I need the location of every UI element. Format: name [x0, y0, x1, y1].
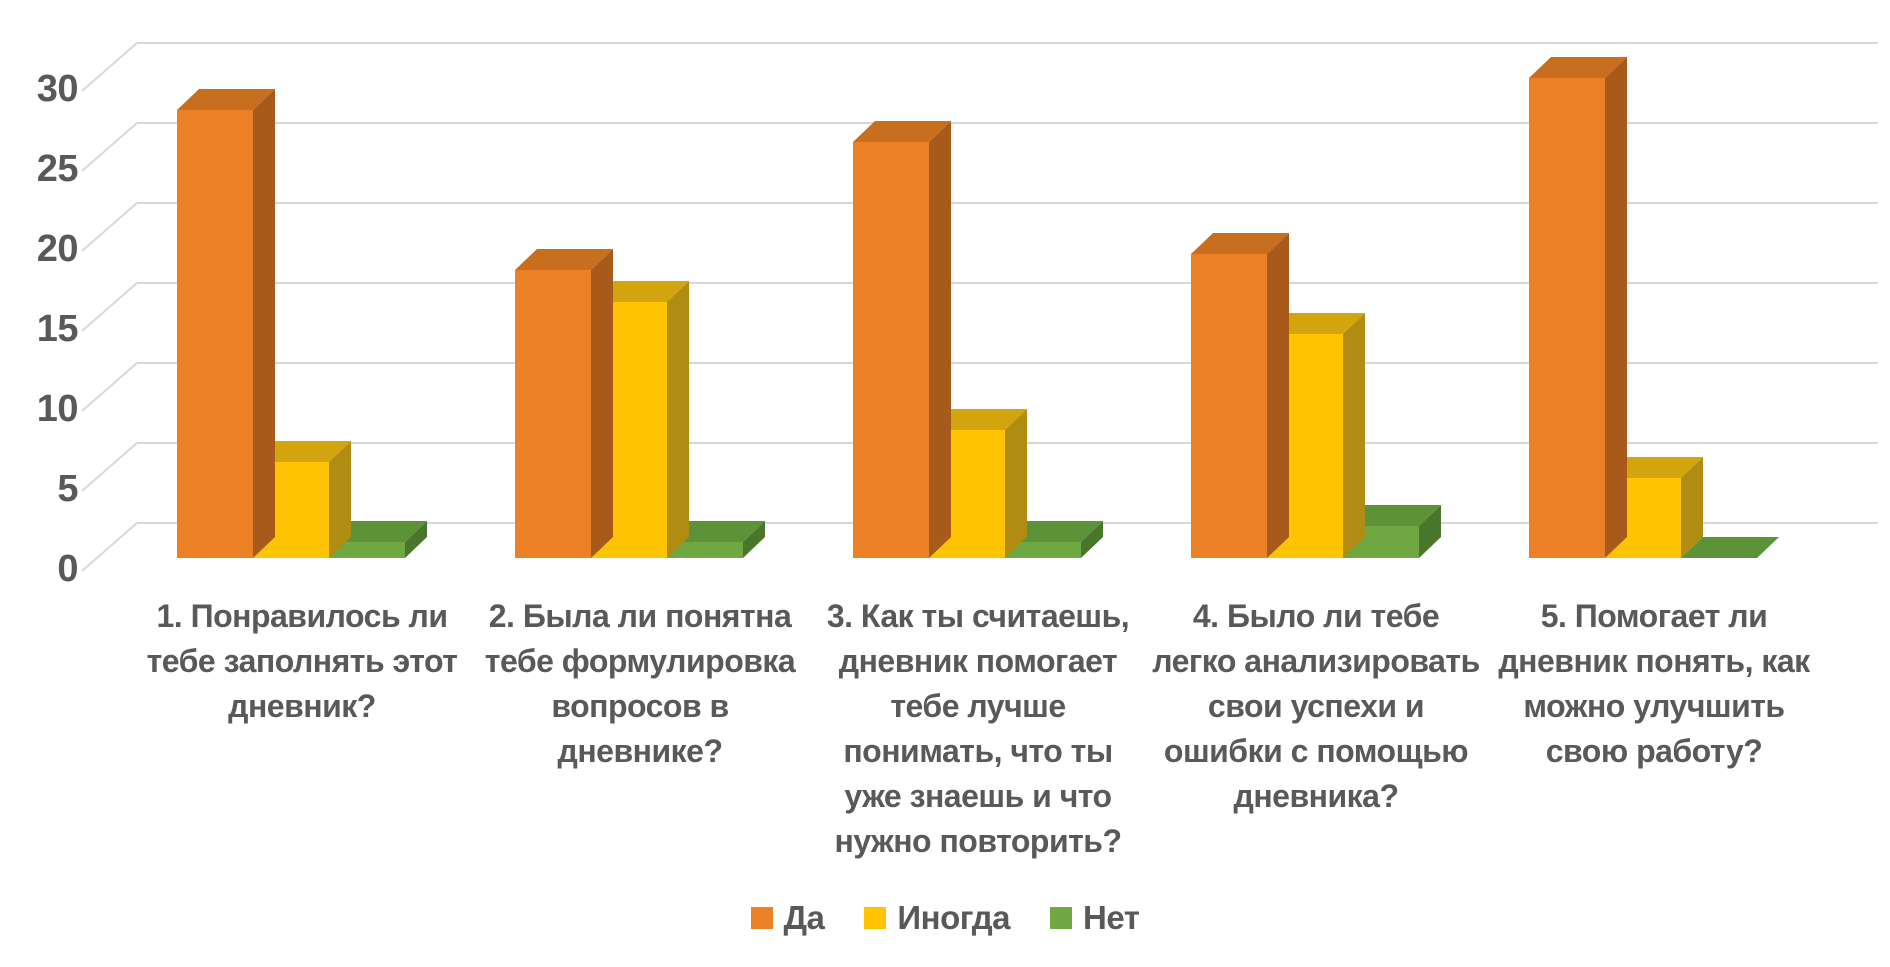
bar-Да-q1-side [253, 89, 275, 558]
bar-Иногда-q2-side [667, 281, 689, 558]
gridline-diagonal-30 [81, 42, 138, 92]
bar-Иногда-q3-side [1005, 409, 1027, 558]
bar-Да-q1-top [177, 89, 275, 110]
gridline-diagonal-15 [81, 282, 138, 332]
bar-Да-q3-side [929, 121, 951, 558]
legend-item-da: Да [750, 898, 825, 938]
bar-Да-q4-top [1191, 233, 1289, 254]
bar-Да-q2-front [515, 270, 591, 558]
gridline-diagonal-10 [81, 362, 138, 412]
bar-Нет-q5-top [1681, 537, 1779, 558]
bar-Да-q3-top [853, 121, 951, 142]
bar-Да-q3-front [853, 142, 929, 558]
bar-Иногда-q3-top [929, 409, 1027, 430]
bar-Нет-q3-top [1005, 521, 1103, 542]
bar-Да-q2-top [515, 249, 613, 270]
legend-label-da: Да [783, 899, 825, 936]
bar-Иногда-q5-top [1605, 457, 1703, 478]
bar-Да-q5-top [1529, 57, 1627, 78]
legend-label-inogda: Иногда [897, 899, 1011, 936]
legend-item-net: Нет [1050, 898, 1140, 938]
bar-Нет-q4-side [1419, 505, 1441, 558]
bar-Нет-q2-front [667, 542, 743, 558]
bar-Да-q5-front [1529, 78, 1605, 558]
gridline-diagonal-5 [81, 442, 138, 492]
legend-item-inogda: Иногда [864, 898, 1011, 938]
bar-Нет-q4-top [1343, 505, 1441, 526]
bar-Нет-q1-side [405, 521, 427, 558]
legend-swatch-da-icon [750, 907, 773, 929]
bar-Нет-q1-top [329, 521, 427, 542]
gridline-diagonal-25 [81, 122, 138, 172]
bar-Иногда-q1-top [253, 441, 351, 462]
bar-Да-q1-front [177, 110, 253, 558]
bar-Нет-q2-top [667, 521, 765, 542]
legend: Да Иногда Нет [0, 898, 1890, 938]
legend-swatch-net-icon [1050, 907, 1073, 929]
bar-Иногда-q2-top [591, 281, 689, 302]
bar-Иногда-q4-top [1267, 313, 1365, 334]
bar-Да-q4-front [1191, 254, 1267, 558]
bar-Да-q2-side [591, 249, 613, 558]
bar-Нет-q3-side [1081, 521, 1103, 558]
gridline-diagonal-0 [81, 522, 138, 572]
gridline-diagonal-20 [81, 202, 138, 252]
bar-Нет-q1-front [329, 542, 405, 558]
bar-Нет-q3-front [1005, 542, 1081, 558]
legend-swatch-inogda-icon [864, 907, 887, 929]
bar-Да-q5-side [1605, 57, 1627, 558]
legend-label-net: Нет [1083, 899, 1140, 936]
bar-Иногда-q5-side [1681, 457, 1703, 558]
bar-Иногда-q1-side [329, 441, 351, 558]
bar-Да-q4-side [1267, 233, 1289, 558]
bar-Нет-q2-side [743, 521, 765, 558]
bar-Иногда-q4-side [1343, 313, 1365, 558]
